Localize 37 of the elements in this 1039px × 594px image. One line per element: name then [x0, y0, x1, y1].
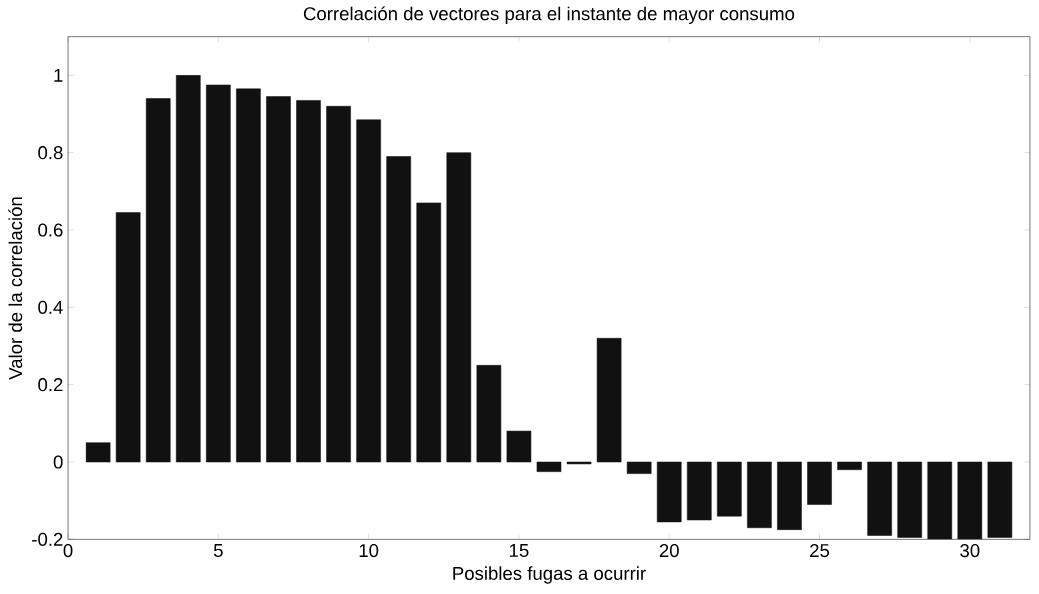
y-tick-label: 0.8 [38, 146, 63, 160]
bar [326, 105, 351, 463]
bar [807, 461, 832, 505]
y-tick-label: 0.6 [38, 223, 63, 237]
bar [747, 461, 772, 528]
bar [717, 461, 742, 517]
bar [476, 365, 502, 463]
bar [356, 119, 381, 463]
x-tick-label: 5 [213, 543, 223, 557]
y-tick-label: -0.2 [32, 532, 63, 546]
bar [266, 96, 291, 463]
x-tick-label: 0 [63, 543, 73, 558]
bar [416, 202, 442, 463]
y-tick-label: 0 [53, 455, 63, 469]
x-tick-label: 10 [359, 543, 379, 558]
y-tick-label: 0.2 [38, 378, 63, 392]
bar [686, 461, 712, 521]
bar [115, 212, 141, 463]
x-axis-title: Posibles fugas a ocurrir [453, 566, 646, 584]
x-tick-label: 25 [810, 543, 830, 558]
bar [206, 84, 231, 463]
y-tick-label: 1 [54, 68, 63, 82]
bar [446, 152, 472, 463]
chart-title: Correlación de vectores para el instante de mayor consumo [303, 6, 795, 24]
x-tick-label: 15 [510, 543, 529, 557]
bar [145, 98, 171, 463]
x-tick-label: 20 [659, 543, 679, 558]
y-axis-title: Valor de la correlación [8, 197, 23, 380]
x-tick-label: 30 [960, 543, 980, 558]
bar [296, 100, 321, 463]
bar [236, 88, 261, 463]
bar [867, 461, 892, 536]
bar [656, 461, 682, 523]
y-tick-label: 0.4 [38, 300, 63, 314]
bar [386, 156, 411, 463]
bar [596, 337, 622, 463]
bar [777, 461, 802, 530]
